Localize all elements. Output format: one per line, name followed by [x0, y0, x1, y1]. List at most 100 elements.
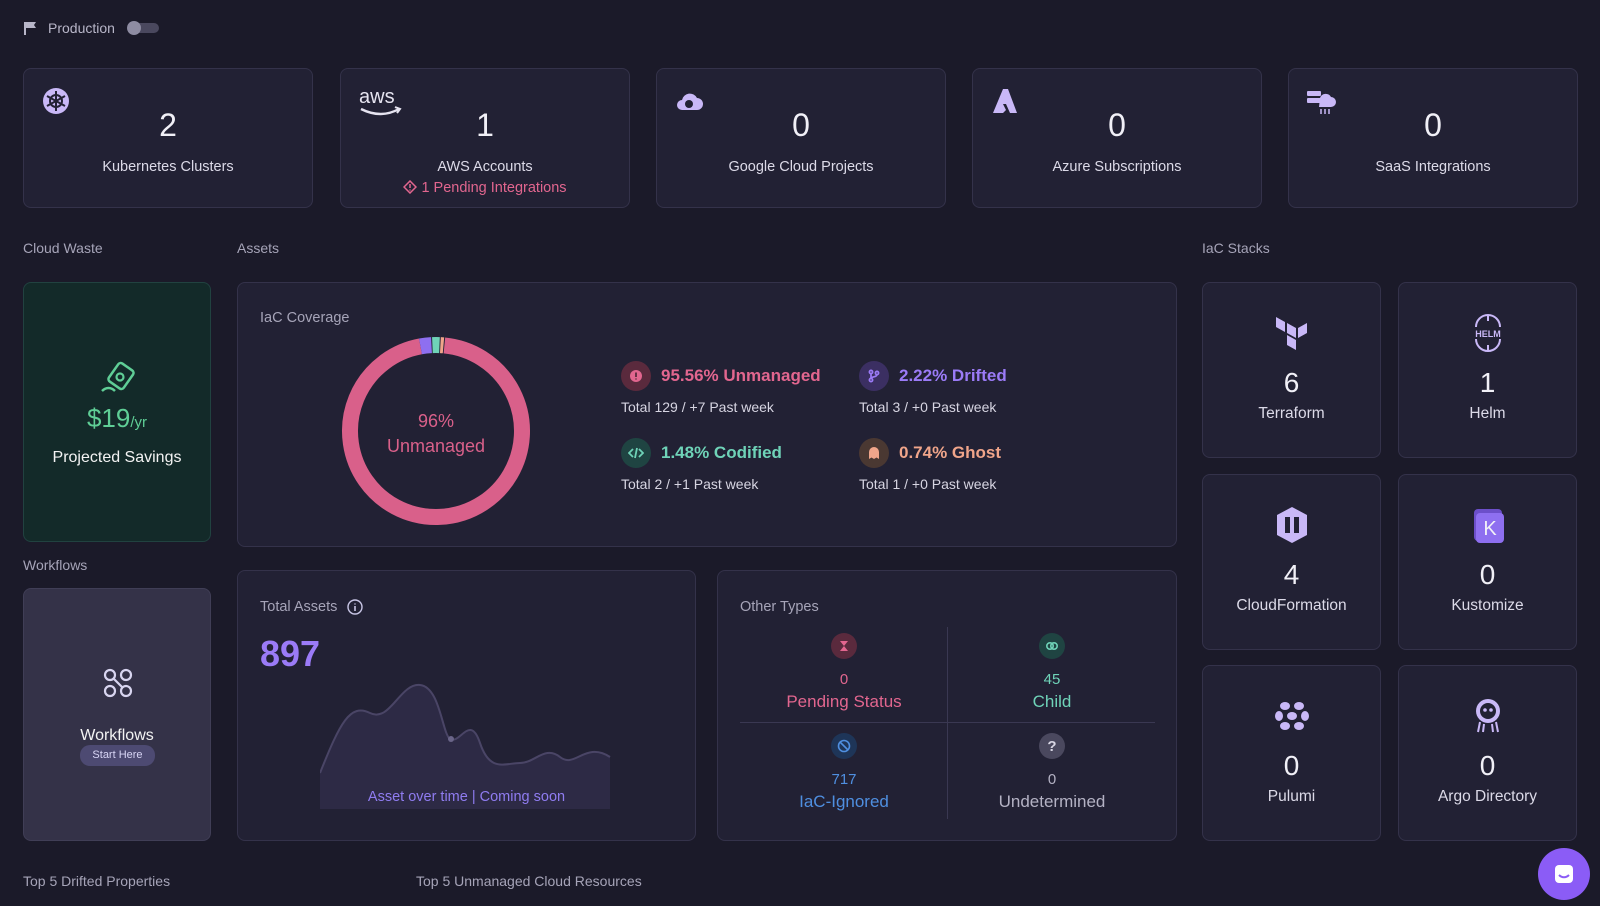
- workflows-label: Workflows: [80, 727, 154, 744]
- pending-label: Pending Status: [786, 692, 902, 711]
- environment-toggle[interactable]: [126, 21, 159, 35]
- pulumi-label: Pulumi: [1267, 788, 1316, 805]
- card-kubernetes-clusters[interactable]: 2 Kubernetes Clusters: [23, 68, 313, 208]
- stack-cloudformation[interactable]: 4 CloudFormation: [1202, 474, 1381, 650]
- other-types-card: Other Types 0 Pending Status 45 Child 71…: [717, 570, 1177, 841]
- grid-divider-horizontal: [740, 722, 1155, 723]
- stack-terraform[interactable]: 6 Terraform: [1202, 282, 1381, 458]
- iac-ignored-label: IaC-Ignored: [799, 792, 889, 811]
- helm-label: Helm: [1469, 405, 1506, 422]
- savings-label: Projected Savings: [52, 449, 182, 466]
- savings-amount: $19/yr: [86, 403, 148, 433]
- pulumi-count: 0: [1283, 750, 1300, 781]
- iac-coverage-title: IaC Coverage: [260, 310, 350, 326]
- workflows-card[interactable]: Workflows Start Here: [23, 588, 211, 841]
- terraform-label: Terraform: [1258, 405, 1325, 422]
- card-azure-subscriptions[interactable]: 0 Azure Subscriptions: [972, 68, 1262, 208]
- argo-label: Argo Directory: [1437, 788, 1538, 805]
- stack-kustomize[interactable]: K 0 Kustomize: [1398, 474, 1577, 650]
- hourglass-icon: [831, 633, 857, 659]
- stack-pulumi[interactable]: 0 Pulumi: [1202, 665, 1381, 841]
- environment-switch[interactable]: Production: [24, 20, 159, 36]
- pending-count: 0: [839, 671, 849, 688]
- saas-label: SaaS Integrations: [1375, 159, 1491, 175]
- flag-icon: [24, 21, 36, 35]
- pulumi-icon: [1274, 702, 1309, 730]
- section-top-unmanaged: Top 5 Unmanaged Cloud Resources: [416, 873, 642, 889]
- section-workflows: Workflows: [23, 557, 88, 573]
- total-assets-title-row: Total Assets: [260, 599, 364, 615]
- donut-center-pct: 96%: [418, 411, 454, 431]
- argo-icon: [1475, 699, 1500, 733]
- aws-logo-icon: aws: [359, 86, 402, 116]
- total-assets-value: 897: [260, 633, 321, 674]
- section-top-drifted: Top 5 Drifted Properties: [23, 873, 171, 889]
- google-cloud-label: Google Cloud Projects: [728, 159, 874, 175]
- asset-trend-placeholder-chart: [320, 683, 611, 809]
- ghost-headline: 0.74% Ghost: [899, 443, 1002, 462]
- child-count: 45: [1043, 671, 1061, 688]
- unmanaged-headline: 95.56% Unmanaged: [661, 366, 821, 385]
- stack-helm[interactable]: HELM 1 Helm: [1398, 282, 1577, 458]
- donut-center-label: Unmanaged: [387, 436, 485, 456]
- kustomize-label: Kustomize: [1451, 597, 1524, 614]
- ghost-icon: [859, 438, 889, 468]
- chat-support-button[interactable]: [1538, 848, 1590, 900]
- kustomize-icon: K: [1473, 509, 1504, 543]
- iac-coverage-donut[interactable]: 96% Unmanaged: [336, 331, 536, 531]
- aws-count: 1: [476, 107, 494, 143]
- google-cloud-count: 0: [792, 107, 810, 143]
- warning-diamond-icon: [403, 179, 418, 195]
- section-cloud-waste: Cloud Waste: [23, 240, 103, 256]
- azure-label: Azure Subscriptions: [1052, 159, 1182, 175]
- card-saas-integrations[interactable]: 0 SaaS Integrations: [1288, 68, 1578, 208]
- kubernetes-count: 2: [159, 107, 177, 143]
- pending-integrations-text: 1 Pending Integrations: [421, 180, 567, 196]
- drifted-headline: 2.22% Drifted: [899, 366, 1007, 385]
- iac-coverage-card: IaC Coverage 96% Unmanaged 95.56% Unmana…: [237, 282, 1177, 547]
- money-savings-icon: [101, 361, 135, 392]
- terraform-count: 6: [1283, 367, 1300, 398]
- iac-ignored-count: 717: [831, 771, 857, 788]
- section-iac-stacks: IaC Stacks: [1202, 240, 1270, 256]
- aws-label: AWS Accounts: [437, 159, 533, 175]
- info-icon[interactable]: [347, 599, 364, 615]
- ghost-sub: Total 1 / +0 Past week: [859, 476, 997, 492]
- cloudformation-count: 4: [1283, 559, 1300, 590]
- total-assets-title: Total Assets: [260, 599, 338, 615]
- donut-slice-drifted[interactable]: [419, 337, 433, 355]
- drift-branch-icon: [859, 361, 889, 391]
- stack-argo[interactable]: 0 Argo Directory: [1398, 665, 1577, 841]
- pending-integrations-link[interactable]: 1 Pending Integrations: [341, 179, 629, 196]
- svg-text:aws: aws: [359, 86, 395, 108]
- svg-text:HELM: HELM: [1475, 329, 1501, 339]
- section-assets: Assets: [237, 240, 280, 256]
- projected-savings-card[interactable]: $19/yr Projected Savings: [23, 282, 211, 542]
- stat-drifted[interactable]: 2.22% Drifted Total 3 / +0 Past week: [859, 361, 1007, 415]
- coming-soon-label: Asset over time | Coming soon: [367, 789, 566, 805]
- stat-codified[interactable]: 1.48% Codified Total 2 / +1 Past week: [621, 438, 782, 492]
- kubernetes-icon: [43, 88, 69, 114]
- other-iac-ignored[interactable]: 717 IaC-Ignored: [740, 733, 948, 812]
- workflow-nodes-icon: [103, 668, 133, 698]
- unmanaged-sub: Total 129 / +7 Past week: [621, 399, 774, 415]
- cloudformation-icon: [1276, 507, 1307, 543]
- codified-headline: 1.48% Codified: [661, 443, 782, 462]
- other-pending-status[interactable]: 0 Pending Status: [740, 633, 948, 712]
- chat-icon: [1555, 865, 1573, 883]
- other-child[interactable]: 45 Child: [948, 633, 1156, 712]
- cloudformation-label: CloudFormation: [1236, 597, 1347, 614]
- card-google-cloud-projects[interactable]: 0 Google Cloud Projects: [656, 68, 946, 208]
- helm-icon: HELM: [1474, 314, 1501, 352]
- start-here-button[interactable]: Start Here: [80, 745, 155, 766]
- code-icon: [621, 438, 651, 468]
- helm-count: 1: [1479, 367, 1496, 398]
- undetermined-label: Undetermined: [998, 792, 1106, 811]
- other-undetermined[interactable]: ? 0 Undetermined: [948, 733, 1156, 812]
- stat-ghost[interactable]: 0.74% Ghost Total 1 / +0 Past week: [859, 438, 1001, 492]
- argo-count: 0: [1479, 750, 1496, 781]
- codified-sub: Total 2 / +1 Past week: [621, 476, 759, 492]
- donut-slice-unmanaged[interactable]: [342, 337, 530, 525]
- stat-unmanaged[interactable]: 95.56% Unmanaged Total 129 / +7 Past wee…: [621, 361, 821, 415]
- card-aws-accounts[interactable]: aws 1 AWS Accounts 1 Pending Integration…: [340, 68, 630, 208]
